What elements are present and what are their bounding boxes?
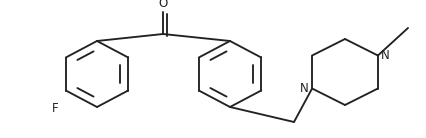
Text: O: O	[158, 0, 167, 10]
Text: N: N	[300, 82, 309, 95]
Text: F: F	[52, 102, 58, 115]
Text: N: N	[381, 49, 390, 62]
